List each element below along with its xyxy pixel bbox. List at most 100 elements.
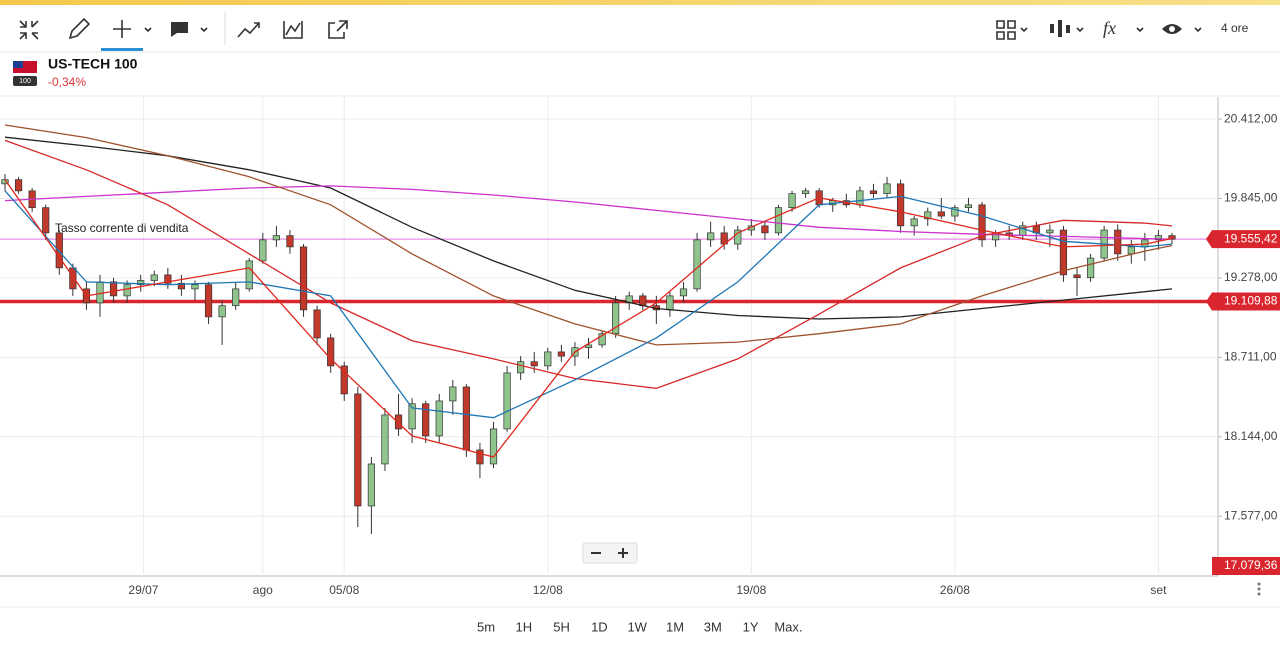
candle-body: [123, 284, 131, 297]
current-price-label-arrow: [1206, 230, 1212, 249]
candle-body: [299, 246, 308, 311]
candle-body: [137, 280, 145, 286]
level-price-label-box: [1212, 292, 1280, 311]
candle-body: [232, 288, 240, 307]
candle-body: [14, 179, 23, 192]
crosshair-icon[interactable]: [113, 20, 131, 38]
candle-body: [489, 428, 498, 465]
x-tick-label: set: [1150, 583, 1167, 597]
candle-body: [55, 232, 63, 269]
candle-body: [408, 403, 416, 430]
menu-dots[interactable]: [1257, 582, 1261, 596]
flag-label: 100: [19, 78, 31, 85]
candle-body: [272, 235, 280, 241]
flag-canton: [13, 61, 23, 68]
candle-icon[interactable]: [1050, 20, 1070, 37]
candle-body: [340, 365, 348, 395]
eye-pupil: [1169, 26, 1175, 32]
moving-average: [4, 136, 1173, 320]
dropdown[interactable]: [1194, 27, 1202, 33]
timeframe[interactable]: 4 ore: [1221, 21, 1249, 35]
instrument-name[interactable]: US-TECH 100: [48, 56, 138, 72]
candle-body: [204, 284, 213, 318]
period-button[interactable]: Max.: [774, 619, 802, 634]
plot: [0, 97, 1218, 576]
zoom: [582, 542, 638, 564]
period-button[interactable]: 5H: [553, 619, 570, 634]
indicator-icon[interactable]: [283, 21, 303, 39]
candle-body: [96, 281, 104, 304]
candle-body: [883, 183, 891, 194]
dropdown[interactable]: [144, 27, 152, 33]
candle-body: [530, 361, 538, 367]
moving-average: [4, 185, 1173, 240]
zoom-in[interactable]: [618, 548, 628, 558]
candle-body: [1073, 274, 1081, 279]
x-tick-label: 26/08: [940, 583, 970, 597]
candle-body: [639, 295, 647, 307]
y-tick-label: 18.144,00: [1224, 429, 1278, 443]
candle-body: [734, 229, 742, 245]
period-button[interactable]: 3M: [704, 619, 722, 634]
fx-icon[interactable]: fx: [1103, 18, 1116, 38]
candle-body: [1059, 229, 1068, 276]
candle-body: [679, 288, 688, 297]
candle-body: [856, 190, 864, 206]
period-button[interactable]: 1D: [591, 619, 608, 634]
candle-body: [802, 190, 810, 194]
candle-body: [109, 281, 118, 297]
candle-body: [666, 295, 674, 311]
candle-body: [1154, 235, 1163, 241]
candle-body: [462, 386, 470, 451]
x-tick-label: 19/08: [736, 583, 766, 597]
trend-icon[interactable]: [237, 22, 260, 38]
candle-body: [869, 190, 878, 194]
candle-body: [693, 239, 701, 290]
candle-body: [354, 393, 362, 507]
candle-body: [286, 235, 294, 248]
candle-body: [435, 400, 443, 437]
candle-body: [951, 207, 959, 217]
period-button[interactable]: 5m: [477, 619, 495, 634]
toolbar: fx 4 ore: [19, 12, 1249, 51]
period-button[interactable]: 1M: [666, 619, 684, 634]
candle-body: [557, 351, 565, 357]
candle-body: [381, 414, 389, 465]
current-price-label: 19.555,42: [1224, 231, 1278, 245]
collapse-icon[interactable]: [19, 20, 39, 40]
x-tick-label: 05/08: [329, 583, 359, 597]
candle-body: [313, 309, 321, 339]
dropdown[interactable]: [1136, 27, 1144, 33]
moving-average: [4, 124, 1173, 346]
pencil-icon[interactable]: [68, 17, 91, 40]
candle-body: [964, 204, 973, 208]
moving-average: [4, 190, 1173, 419]
active-tab: [101, 48, 143, 51]
y-tick-label: 19.278,00: [1224, 270, 1278, 284]
y-tick-label: 20.412,00: [1224, 111, 1278, 125]
y-tick-label: 17.577,00: [1224, 508, 1278, 522]
candle-body: [1114, 229, 1122, 255]
candle-body: [761, 225, 769, 234]
period-button[interactable]: 1H: [515, 619, 532, 634]
candle-body: [327, 337, 335, 367]
layout-icon[interactable]: [996, 20, 1028, 40]
candle-body: [164, 274, 172, 284]
current-price-label-box: [1212, 230, 1280, 249]
candle-body: [394, 414, 403, 430]
top-bar: [0, 0, 1280, 5]
dropdown[interactable]: [200, 27, 208, 33]
share-icon[interactable]: [328, 20, 348, 39]
candle-body: [177, 282, 186, 290]
candle-body: [544, 351, 552, 367]
x-tick-label: 29/07: [128, 583, 158, 597]
candle-body: [788, 193, 796, 208]
period-button[interactable]: 1Y: [743, 619, 759, 634]
dropdown[interactable]: [1076, 27, 1084, 33]
comment-icon[interactable]: [171, 22, 188, 37]
candle-body: [150, 274, 158, 281]
x-tick-label: 12/08: [533, 583, 563, 597]
period-button[interactable]: 1W: [627, 619, 647, 634]
candle-body: [910, 218, 918, 227]
candle-body: [367, 463, 375, 507]
